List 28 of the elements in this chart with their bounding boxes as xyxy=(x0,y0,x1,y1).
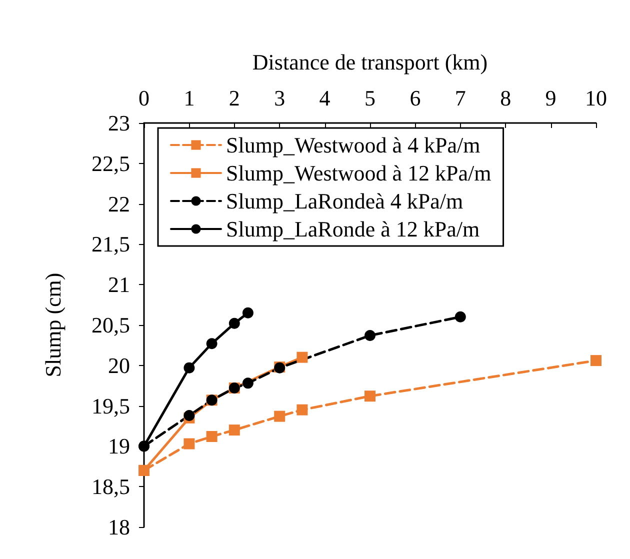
legend-label: Slump_Westwood à 4 kPa/m xyxy=(226,132,480,158)
y-tick-label: 23 xyxy=(108,110,130,136)
x-tick-label: 3 xyxy=(274,86,286,110)
y-tick-label: 21,5 xyxy=(92,232,130,257)
x-tick-label: 5 xyxy=(364,86,376,110)
legend-label: Slump_LaRondeà 4 kPa/m xyxy=(226,188,464,214)
y-tick-label: 22 xyxy=(108,191,130,216)
y-tick-label: 20 xyxy=(108,352,130,378)
y-tick-label: 19,5 xyxy=(92,393,130,418)
x-tick-label: 8 xyxy=(500,86,512,110)
legend-label: Slump_LaRonde à 12 kPa/m xyxy=(226,216,480,242)
x-tick-label: 10 xyxy=(585,86,607,110)
y-tick-label: 19 xyxy=(108,434,130,459)
x-tick-label: 4 xyxy=(319,86,330,110)
y-tick-label: 20,5 xyxy=(92,312,130,338)
y-axis-title: Slump (cm) xyxy=(40,272,66,378)
y-tick-label: 18 xyxy=(108,514,130,540)
x-tick-label: 7 xyxy=(454,86,466,110)
x-tick-label: 0 xyxy=(138,86,150,110)
y-tick-label: 18,5 xyxy=(92,474,130,500)
x-tick-label: 9 xyxy=(545,86,556,110)
x-tick-label: 6 xyxy=(410,86,421,110)
x-axis-title: Distance de transport (km) xyxy=(252,50,488,74)
y-tick-label: 22,5 xyxy=(92,150,130,176)
y-tick-label: 21 xyxy=(108,272,130,298)
x-tick-label: 2 xyxy=(228,86,240,110)
x-tick-label: 1 xyxy=(184,86,195,110)
legend-label: Slump_Westwood à 12 kPa/m xyxy=(226,160,492,186)
